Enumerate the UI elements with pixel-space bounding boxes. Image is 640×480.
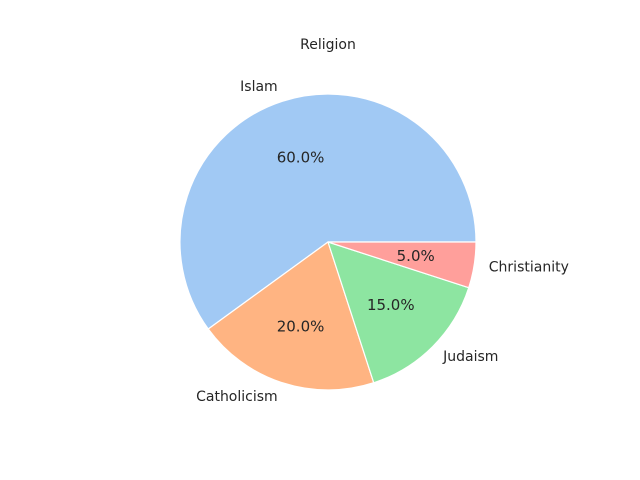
- pie-slice-judaism: [327, 241, 470, 384]
- pie-labels: Islam 60.0% Catholicism 20.0% Judaism 15.0% Ch…: [196, 79, 569, 405]
- slice-value-judaism: 15.0%: [367, 296, 415, 314]
- slice-label-judaism: Judaism: [442, 349, 498, 365]
- slice-value-catholicism: 20.0%: [277, 317, 325, 335]
- pie-slices: [179, 93, 477, 391]
- slice-label-islam: Islam: [240, 79, 278, 95]
- slice-label-christianity: Christianity: [489, 259, 569, 275]
- slice-value-christianity: 5.0%: [397, 247, 435, 265]
- pie-slice-catholicism: [207, 241, 375, 391]
- pie-slice-christianity: [327, 241, 477, 289]
- chart-title: Religion: [300, 37, 356, 53]
- slice-value-islam: 60.0%: [277, 149, 325, 167]
- pie-slice-islam: [179, 93, 477, 330]
- slice-label-catholicism: Catholicism: [196, 389, 278, 405]
